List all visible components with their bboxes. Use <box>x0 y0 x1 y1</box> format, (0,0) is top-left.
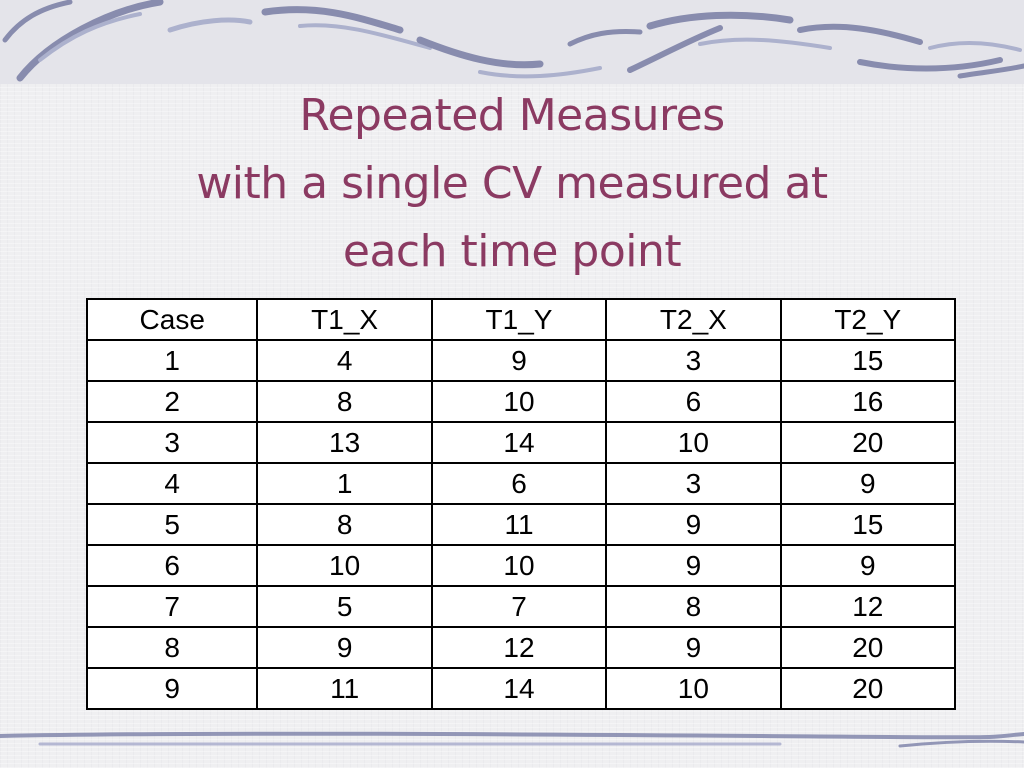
table-cell: 6 <box>430 462 608 505</box>
column-header: T2_Y <box>779 298 957 341</box>
table-cell: 20 <box>779 626 957 669</box>
slide-title: Repeated Measures with a single CV measu… <box>0 82 1024 286</box>
table-cell: 4 <box>85 462 259 505</box>
column-header: T2_X <box>605 298 782 341</box>
table-cell: 8 <box>256 380 433 423</box>
table-cell: 9 <box>605 626 782 669</box>
table-cell: 16 <box>779 380 957 423</box>
table-row: 4 1 6 3 9 <box>85 462 957 505</box>
table-row: 9 11 14 10 20 <box>85 667 957 710</box>
table-cell: 9 <box>256 626 433 669</box>
table-row: 3 13 14 10 20 <box>85 421 957 464</box>
table-cell: 13 <box>256 421 433 464</box>
table-cell: 10 <box>430 544 608 587</box>
top-decorative-band <box>0 0 1024 84</box>
swirl-decoration-bottom <box>0 731 1024 748</box>
table-row: 1 4 9 3 15 <box>85 339 957 382</box>
table-cell: 1 <box>256 462 433 505</box>
table-cell: 10 <box>256 544 433 587</box>
table-cell: 7 <box>85 585 259 628</box>
title-line-1: Repeated Measures <box>299 90 725 141</box>
table-cell: 6 <box>85 544 259 587</box>
table-cell: 11 <box>256 667 433 710</box>
data-table: Case T1_X T1_Y T2_X T2_Y 1 4 9 3 15 2 8 … <box>85 298 957 710</box>
table-cell: 20 <box>779 421 957 464</box>
table-cell: 8 <box>605 585 782 628</box>
table-cell: 9 <box>85 667 259 710</box>
table-cell: 12 <box>779 585 957 628</box>
table-cell: 11 <box>430 503 608 546</box>
table-row: 7 5 7 8 12 <box>85 585 957 628</box>
table-cell: 14 <box>430 421 608 464</box>
table-cell: 9 <box>605 503 782 546</box>
column-header: T1_Y <box>430 298 608 341</box>
title-line-2: with a single CV measured at <box>196 158 828 209</box>
table-cell: 14 <box>430 667 608 710</box>
table-cell: 3 <box>605 339 782 382</box>
table-cell: 7 <box>430 585 608 628</box>
table-cell: 2 <box>85 380 259 423</box>
table-cell: 8 <box>85 626 259 669</box>
column-header: Case <box>85 298 259 341</box>
table-cell: 10 <box>430 380 608 423</box>
table-cell: 3 <box>85 421 259 464</box>
table-cell: 20 <box>779 667 957 710</box>
table-cell: 8 <box>256 503 433 546</box>
column-header: T1_X <box>256 298 433 341</box>
table-cell: 1 <box>85 339 259 382</box>
table-cell: 10 <box>605 667 782 710</box>
table-row: 2 8 10 6 16 <box>85 380 957 423</box>
table-cell: 9 <box>605 544 782 587</box>
table-cell: 6 <box>605 380 782 423</box>
table-cell: 12 <box>430 626 608 669</box>
table-row: 6 10 10 9 9 <box>85 544 957 587</box>
table-cell: 4 <box>256 339 433 382</box>
bottom-decorative-band <box>0 722 1024 768</box>
table-row: 8 9 12 9 20 <box>85 626 957 669</box>
table-row: 5 8 11 9 15 <box>85 503 957 546</box>
table-cell: 15 <box>779 339 957 382</box>
table-cell: 5 <box>256 585 433 628</box>
table-cell: 9 <box>430 339 608 382</box>
table-cell: 9 <box>779 544 957 587</box>
table-header-row: Case T1_X T1_Y T2_X T2_Y <box>85 298 957 341</box>
title-line-3: each time point <box>342 226 682 277</box>
swirl-decoration-top <box>2 0 1024 82</box>
table-cell: 5 <box>85 503 259 546</box>
table-cell: 15 <box>779 503 957 546</box>
table-cell: 9 <box>779 462 957 505</box>
table-cell: 3 <box>605 462 782 505</box>
table-cell: 10 <box>605 421 782 464</box>
